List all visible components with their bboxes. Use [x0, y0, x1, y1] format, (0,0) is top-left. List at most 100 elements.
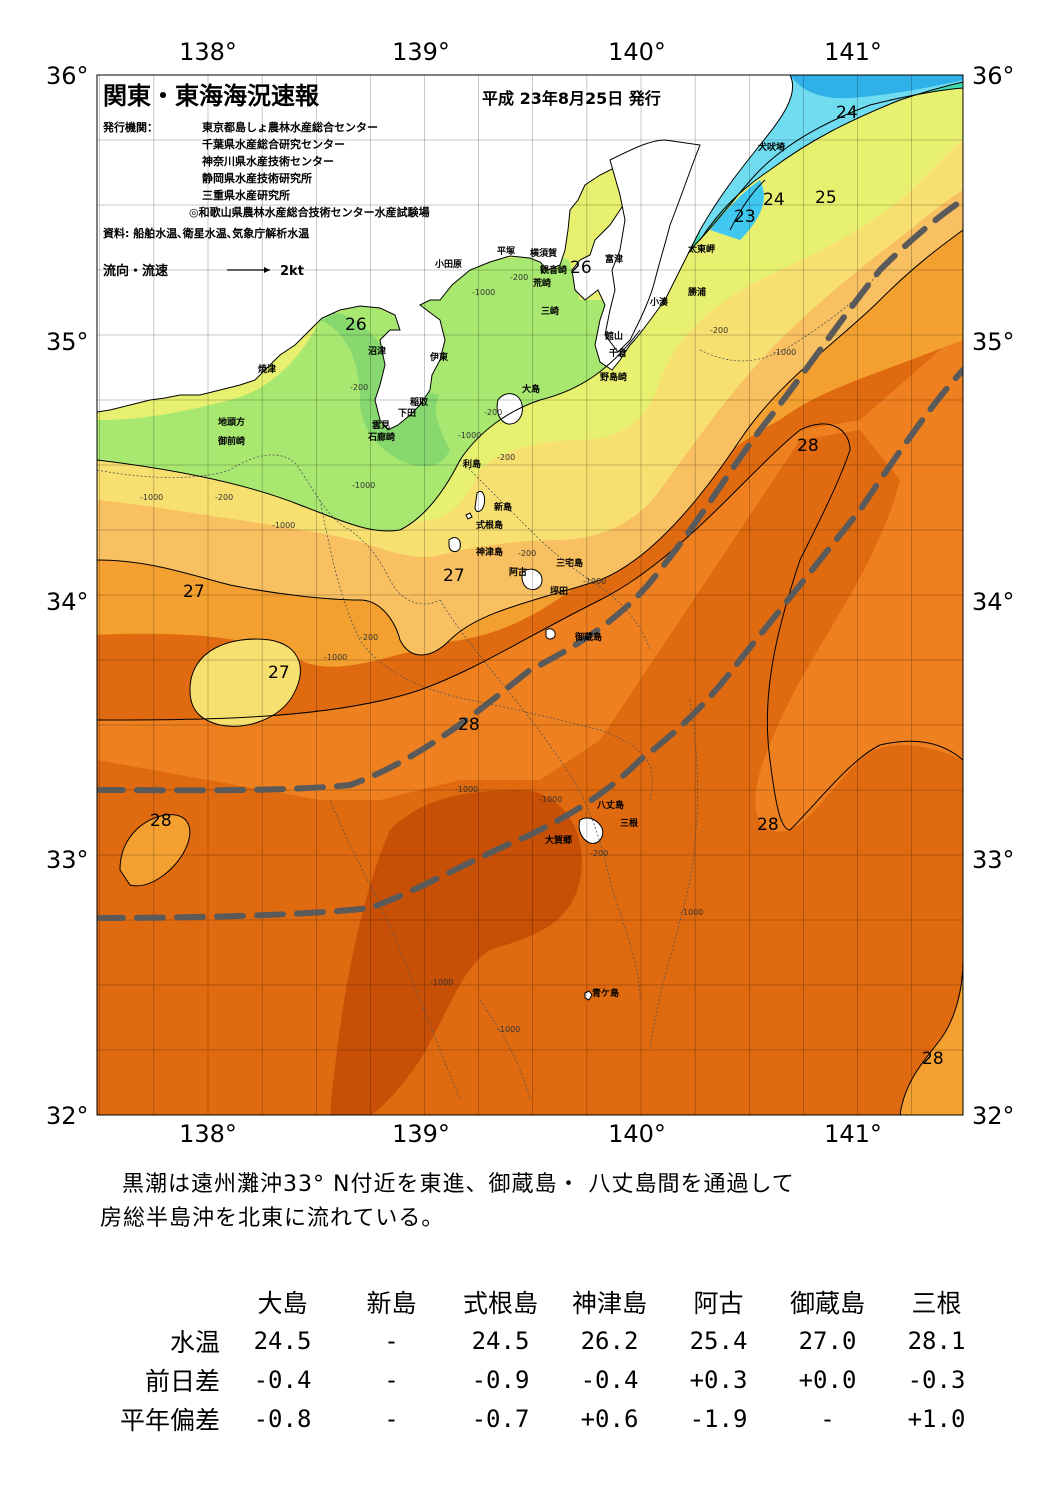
map-title: 関東・東海海況速報	[103, 82, 320, 110]
place-label: 坪田	[550, 585, 568, 597]
lat-tick-left: 32°	[46, 1102, 89, 1130]
table-row: 平年偏差 -0.8 - -0.7 +0.6 -1.9 - +1.0	[92, 1399, 991, 1438]
place-label: 阿古	[509, 566, 527, 578]
place-label: 青ケ島	[592, 987, 619, 999]
place-label: 沼津	[368, 345, 386, 357]
lat-tick-left: 36°	[46, 62, 89, 90]
land-hachijo	[578, 817, 604, 844]
isotherm-label: 28	[797, 436, 819, 456]
summary-text: 黒潮は遠州灘沖33° N付近を東進、御蔵島・ 八丈島間を通過して 房総半島沖を北…	[100, 1168, 980, 1236]
isotherm-label: 24	[763, 190, 785, 210]
place-label: 利島	[462, 458, 481, 470]
depth-label: -1000	[324, 653, 347, 662]
place-label: 御前崎	[217, 435, 245, 447]
place-label: 富津	[605, 253, 623, 265]
row-label: 水温	[169, 1327, 220, 1357]
source-note: 資料: 船舶水温､衛星水温､気象庁解析水温	[103, 226, 309, 240]
land-masses	[97, 75, 794, 1001]
place-label: 三崎	[541, 305, 559, 317]
station-header: 大島	[257, 1288, 308, 1318]
publisher-item: ◎和歌山県農林水産総合技術センター水産試験場	[189, 205, 430, 219]
place-label: 神津島	[476, 546, 503, 558]
table-cell: -0.4	[253, 1365, 312, 1394]
place-label: 三宅島	[556, 557, 583, 569]
flow-legend-value: 2kt	[280, 264, 304, 279]
depth-label: -1000	[272, 521, 295, 530]
lat-tick-right: 33°	[972, 846, 1015, 874]
station-temperature-table: 大島 新島 式根島 神津島 阿古 御蔵島 三根 水温 24.5 - 24.5 2…	[92, 1282, 991, 1438]
place-label: 千倉	[609, 347, 628, 359]
place-label: 小田原	[434, 258, 462, 270]
table-cell: -	[384, 1404, 399, 1433]
lat-tick-left: 33°	[46, 846, 89, 874]
place-label: 観音崎	[540, 264, 567, 276]
isotherm-label: 25	[815, 188, 837, 208]
isotherm-28	[97, 423, 963, 831]
lon-tick-top: 140°	[608, 38, 666, 66]
isotherm-28-ring	[119, 814, 191, 887]
station-header: 神津島	[571, 1288, 647, 1318]
place-label: 稲取	[410, 396, 429, 408]
isotherm-label: 23	[734, 207, 756, 227]
place-label: 伊東	[429, 351, 448, 363]
table-cell: -0.4	[580, 1365, 639, 1394]
axis-labels: 138° 139° 140° 141° 138° 139° 140° 141° …	[46, 38, 1015, 1148]
place-label: 三根	[620, 817, 639, 829]
kuroshio-axes	[97, 197, 963, 921]
place-label: 雲見	[372, 419, 390, 431]
station-header: 阿古	[693, 1288, 744, 1318]
isotherm-27	[97, 229, 963, 656]
row-label: 平年偏差	[119, 1405, 220, 1435]
table-cell: 25.4	[689, 1326, 748, 1355]
sea-temperature-map: 138° 139° 140° 141° 138° 139° 140° 141° …	[46, 38, 1015, 1148]
place-label: 八丈島	[596, 799, 624, 811]
depth-label: -1000	[430, 978, 453, 987]
place-label: 式根島	[476, 519, 503, 531]
depth-contour	[439, 599, 641, 1001]
summary-line-1: 黒潮は遠州灘沖33° N付近を東進、御蔵島・ 八丈島間を通過して	[122, 1172, 795, 1197]
isotherm-28-se	[899, 959, 963, 1115]
lat-tick-right: 34°	[972, 588, 1015, 616]
depth-label: -200	[710, 326, 728, 335]
place-label: 下田	[398, 408, 416, 419]
arrow-head-icon	[264, 267, 270, 273]
table-row: 前日差 -0.4 - -0.9 -0.4 +0.3 +0.0 -0.3	[92, 1360, 991, 1399]
place-label: 平塚	[497, 245, 515, 257]
publisher-item: 神奈川県水産技術センター	[202, 154, 334, 168]
zone-27-patch	[190, 639, 301, 727]
depth-label: -1000	[680, 908, 703, 917]
place-label: 犬吠埼	[757, 141, 785, 153]
depth-label: -1000	[458, 431, 481, 440]
table-cell: 24.5	[471, 1326, 530, 1355]
station-header: 式根島	[462, 1288, 538, 1318]
zone-29-5	[330, 790, 582, 1115]
depth-label: -200	[350, 383, 368, 392]
station-header: 新島	[366, 1288, 417, 1318]
table-corner	[92, 1282, 228, 1321]
table-cell: -	[384, 1326, 399, 1355]
map-frame	[96, 74, 964, 1116]
depth-label: -1000	[583, 577, 606, 586]
depth-labels: -1000 -200 -1000 -1000 -200 -1000 -200 -…	[140, 273, 796, 1034]
place-label: 野島崎	[600, 371, 627, 383]
table-row: 水温 24.5 - 24.5 26.2 25.4 27.0 28.1	[92, 1321, 991, 1360]
isotherm-25	[689, 87, 963, 251]
isotherm-label: 28	[922, 1049, 944, 1069]
table-cell: 28.1	[907, 1326, 966, 1355]
land-miyake	[521, 568, 543, 591]
table-cell: 26.2	[580, 1326, 639, 1355]
table-cell: -0.8	[253, 1404, 312, 1433]
place-label: 焼津	[258, 363, 276, 375]
isotherm-label: 27	[268, 663, 290, 683]
depth-label: -1000	[472, 288, 495, 297]
isotherm-label: 28	[757, 815, 779, 835]
lon-tick-bottom: 140°	[608, 1120, 666, 1148]
zone-23	[710, 180, 764, 240]
temperature-zones	[97, 75, 963, 1115]
place-label: 太東岬	[687, 243, 715, 255]
isotherm-label: 28	[458, 715, 480, 735]
kuroshio-axis-south	[97, 367, 963, 921]
table-cell: -0.3	[907, 1365, 966, 1394]
place-label: 大島	[522, 383, 540, 395]
flow-legend-label: 流向・流速	[103, 263, 168, 279]
